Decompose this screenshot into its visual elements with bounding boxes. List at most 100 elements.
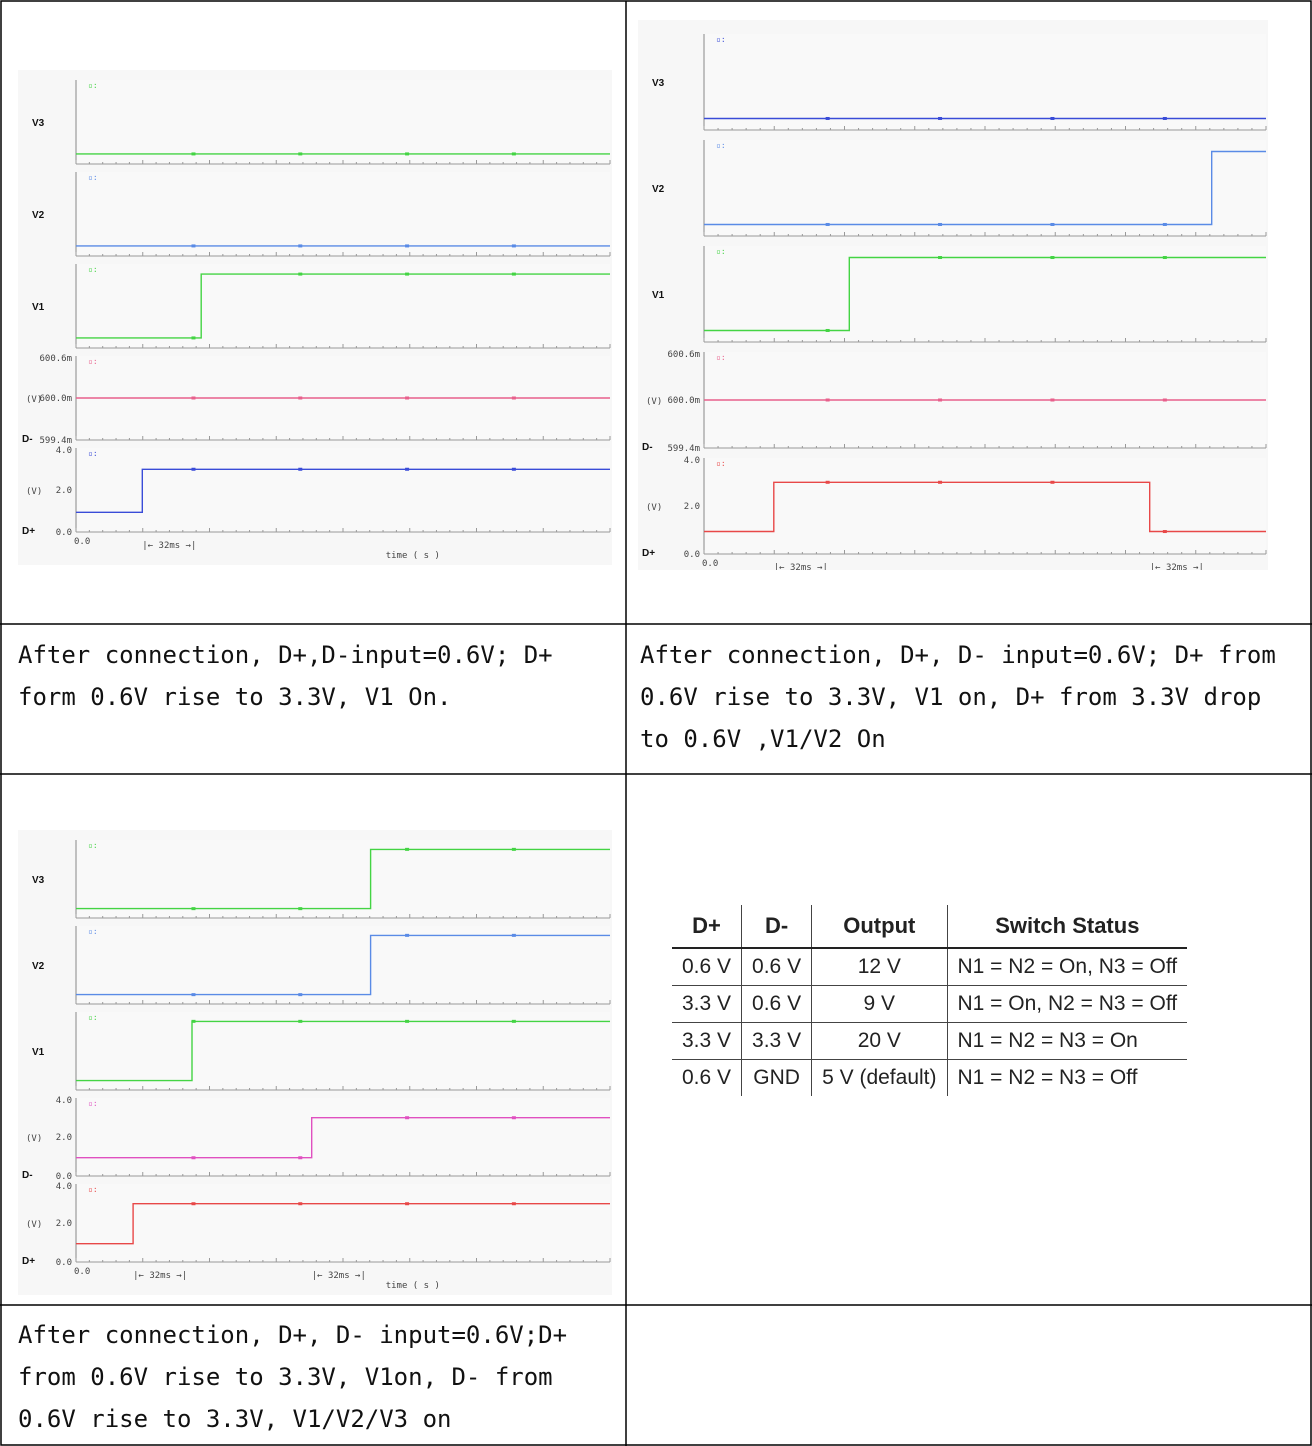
cell-dminus: GND: [741, 1059, 812, 1096]
legend-glyph: ▫:: [88, 449, 98, 458]
series-name: V3: [652, 78, 665, 89]
series-name: V2: [32, 961, 45, 972]
trace-marker: [1050, 256, 1055, 260]
caption-top-right: After connection, D+, D- input=0.6V; D+ …: [640, 641, 1291, 753]
cell-switch-status: N1 = N2 = N3 = Off: [946, 1059, 1188, 1096]
y-unit-label: (V): [26, 395, 42, 405]
cell-output: 9 V: [811, 985, 947, 1023]
trace-marker: [825, 222, 830, 226]
trace-marker: [405, 933, 410, 937]
y-unit-label: (V): [26, 487, 42, 497]
trace-marker: [938, 222, 943, 226]
trace-marker: [1162, 398, 1167, 402]
lane-v2: ▫: V2: [32, 172, 611, 257]
trace-marker: [511, 847, 516, 851]
y-unit-label: (V): [26, 1220, 42, 1230]
lane-v2: ▫: V2: [652, 140, 1267, 237]
cell-dplus: 3.3 V: [672, 985, 742, 1023]
waveform-panel-2: ▫: V3 ▫: V2 ▫: V1 ▫: 600.6m 600.0m 599.4m (V) D- ▫: 4…: [638, 20, 1268, 570]
trace-marker: [511, 1116, 516, 1120]
y-tick-label: 2.0: [56, 1133, 72, 1143]
trace-marker: [511, 396, 516, 400]
lane-dplus: ▫: 4.0 2.0 0.0 (V) D+: [22, 1182, 611, 1268]
legend-glyph: ▫:: [716, 459, 726, 468]
y-tick-label: 4.0: [56, 1182, 72, 1192]
y-tick-label: 599.4m: [39, 436, 72, 446]
legend-glyph: ▫:: [88, 927, 98, 936]
waveform-panel-1: ▫: V3 ▫: V2 ▫: V1 ▫: 600.6m 600.0m 599.4m (V) D- ▫: 4…: [18, 70, 612, 565]
waveform-dplus: [76, 468, 610, 513]
trace-marker: [405, 847, 410, 851]
cell-dplus: 0.6 V: [682, 955, 732, 978]
legend-glyph: ▫:: [716, 247, 726, 256]
trace-marker: [191, 396, 196, 400]
legend-glyph: ▫:: [716, 141, 726, 150]
switch-status-table: D+ D- Output Switch Status 0.6 V 0.6 V 1…: [672, 905, 1188, 1096]
table-row: 0.6 V 0.6 V 12 V N1 = N2 = On, N3 = Off: [672, 948, 1188, 986]
trace-marker: [405, 396, 410, 400]
lane-background: [704, 34, 1266, 130]
lane-background: [76, 264, 610, 348]
waveform-dplus: [76, 1203, 610, 1245]
header-switch-status: Switch Status: [946, 905, 1188, 949]
table-header-row: D+ D- Output Switch Status: [672, 905, 1188, 949]
trace-marker: [405, 467, 410, 471]
series-name: D-: [22, 434, 33, 445]
y-tick-label: 0.0: [56, 528, 72, 538]
trace-marker: [1162, 222, 1167, 226]
cell-dplus: 3.3 V: [672, 1022, 742, 1060]
header-dminus: D-: [741, 905, 812, 949]
trace-marker: [191, 336, 196, 340]
trace-marker: [191, 993, 196, 997]
cell-dminus: 3.3 V: [741, 1022, 812, 1060]
legend-glyph: ▫:: [88, 265, 98, 274]
trace-marker: [298, 1202, 303, 1206]
series-name: D+: [22, 526, 35, 537]
trace-marker: [1050, 222, 1055, 226]
legend-glyph: ▫:: [716, 35, 726, 44]
legend-glyph: ▫:: [88, 81, 98, 90]
series-name: D-: [642, 442, 653, 453]
waveform-v2: [704, 150, 1266, 226]
x-origin-label: 0.0: [702, 559, 718, 569]
waveform-chart-2: ▫: V3 ▫: V2 ▫: V1 ▫: 600.6m 600.0m 599.4m (V) D- ▫: 4…: [642, 34, 1267, 570]
trace-marker: [511, 244, 516, 248]
lane-background: [76, 1098, 610, 1176]
trace-marker: [1050, 398, 1055, 402]
y-tick-label: 0.0: [56, 1258, 72, 1268]
lane-v2: ▫: V2: [32, 926, 611, 1005]
trace-marker: [938, 116, 943, 120]
legend-glyph: ▫:: [716, 353, 726, 362]
cell-switch-status: N1 = On, N2 = N3 = Off: [946, 985, 1188, 1023]
header-dplus: D+: [672, 905, 742, 949]
y-unit-label: (V): [646, 397, 662, 407]
trace-marker: [298, 152, 303, 156]
lane-dminus: ▫: 600.6m 600.0m 599.4m (V) D-: [642, 350, 1267, 454]
y-tick-label: 600.0m: [667, 396, 700, 406]
trace-marker: [825, 398, 830, 402]
trace-marker: [825, 480, 830, 484]
lane-background: [76, 840, 610, 918]
lane-background: [76, 172, 610, 256]
series-name: D+: [642, 548, 655, 559]
y-tick-label: 4.0: [56, 446, 72, 456]
waveform-chart-3: ▫: V3 ▫: V2 ▫: V1 ▫: 4.0 2.0 0.0 (V) D- ▫: 4.0 2.0 0.0 (…: [22, 840, 611, 1291]
lane-background: [704, 246, 1266, 342]
table-row: 3.3 V 3.3 V 20 V N1 = N2 = N3 = On: [672, 1022, 1188, 1060]
series-name: D+: [22, 1256, 35, 1267]
lane-v3: ▫: V3: [32, 840, 611, 919]
trace-marker: [938, 256, 943, 260]
trace-marker: [191, 152, 196, 156]
header-output: Output: [811, 905, 947, 949]
trace-marker: [405, 1019, 410, 1023]
legend-glyph: ▫:: [88, 841, 98, 850]
y-tick-label: 4.0: [56, 1096, 72, 1106]
trace-marker: [938, 480, 943, 484]
duration-annotation: |← 32ms →|: [1150, 563, 1204, 570]
lane-dminus: ▫: 4.0 2.0 0.0 (V) D-: [22, 1096, 611, 1182]
y-tick-label: 599.4m: [667, 444, 700, 454]
trace-marker: [191, 244, 196, 248]
lane-dplus: ▫: 4.0 2.0 0.0 (V) D+: [22, 446, 611, 538]
waveform-v1: [704, 256, 1266, 332]
